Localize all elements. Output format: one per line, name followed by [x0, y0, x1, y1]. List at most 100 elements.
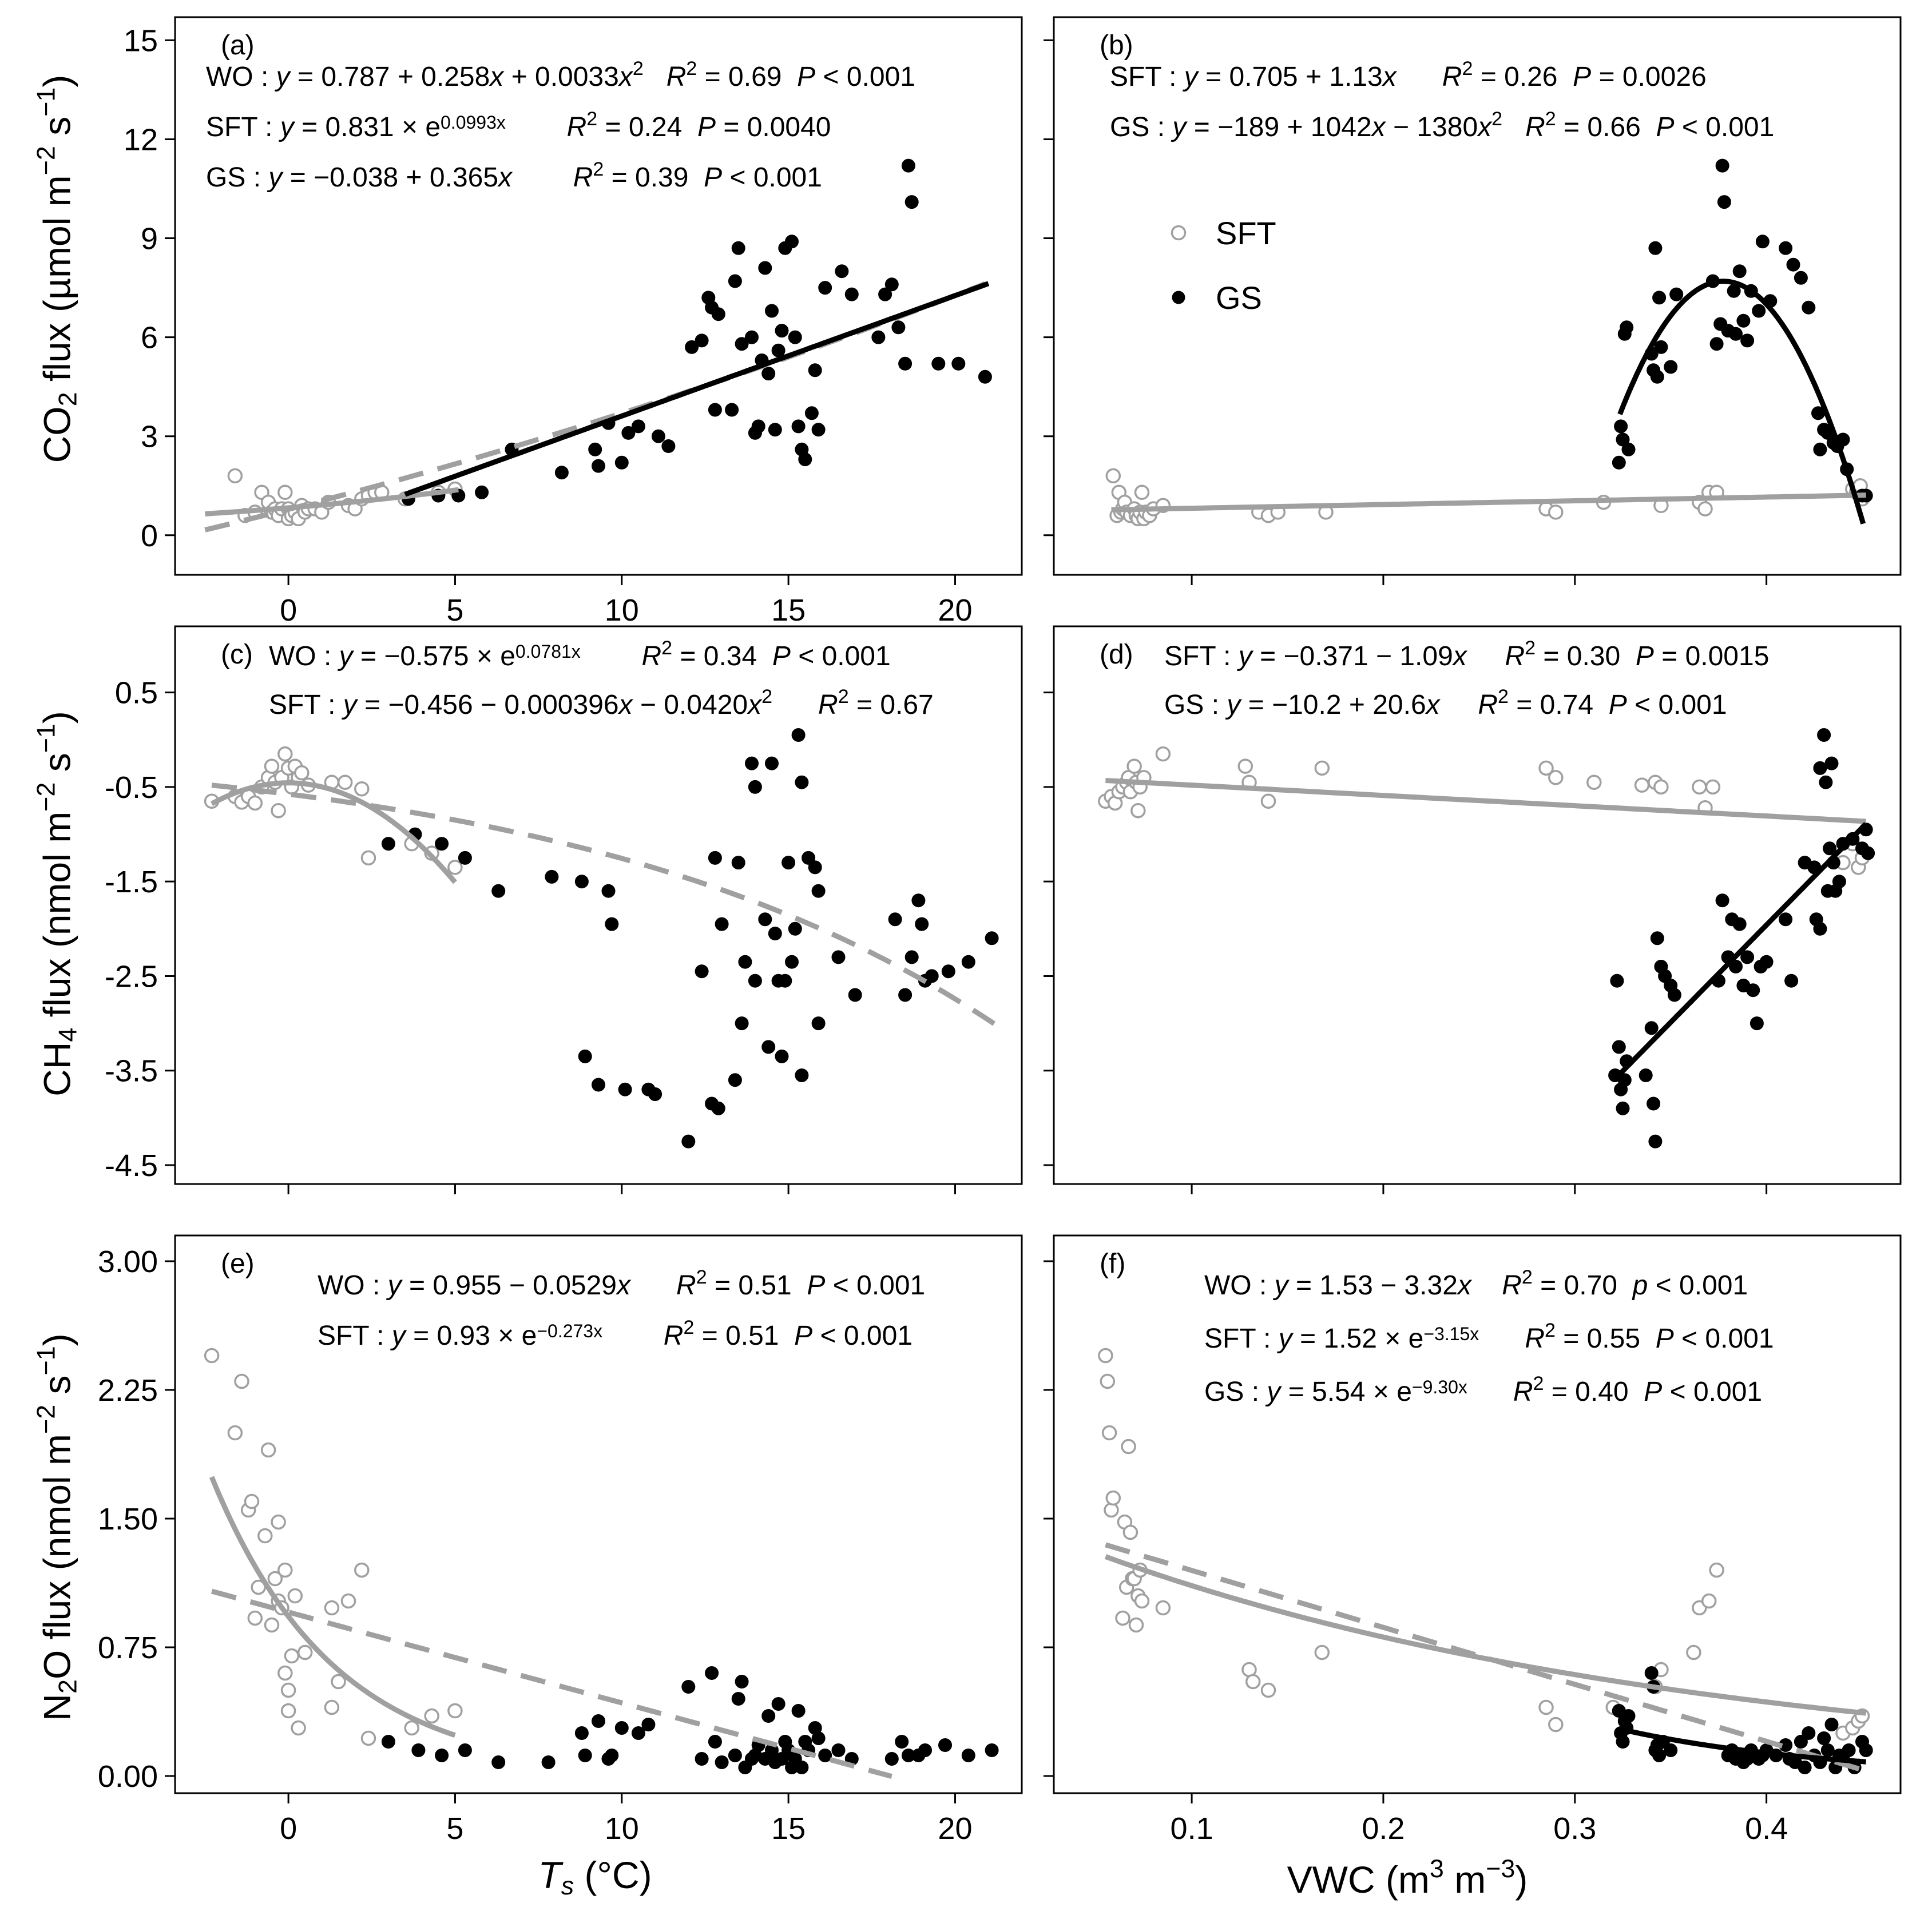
data-point-sft: [267, 1571, 283, 1587]
data-point-gs: [831, 1743, 846, 1757]
data-point-gs: [1802, 300, 1816, 315]
data-point-sft: [1705, 779, 1721, 795]
data-point-gs: [681, 1134, 696, 1149]
data-point-gs: [541, 1755, 556, 1769]
data-point-sft: [257, 1528, 273, 1544]
data-point-gs: [592, 1714, 605, 1728]
data-point-gs: [871, 330, 886, 344]
data-point-gs: [775, 1049, 789, 1063]
data-point-sft: [1697, 501, 1713, 516]
data-point-gs: [618, 1082, 632, 1096]
data-point-gs: [731, 1692, 745, 1706]
data-point-gs: [1639, 1068, 1653, 1082]
fit-line-wo: [1105, 1542, 1867, 1774]
data-point-gs: [961, 1749, 975, 1762]
x-tick-label: 0.2: [1362, 1811, 1405, 1846]
y-tick-label: -4.5: [105, 1149, 158, 1183]
data-point-gs: [745, 756, 759, 770]
y-tick-label: 2.25: [98, 1373, 158, 1408]
equation-sft: SFT : y = 0.93 × e−0.273x R2 = 0.51 P < …: [318, 1317, 913, 1351]
data-point-gs: [891, 320, 906, 335]
legend-marker-sft: [1171, 225, 1187, 241]
x-tick-label: 20: [938, 593, 972, 627]
data-point-sft: [1101, 1425, 1117, 1441]
data-point-gs: [681, 1680, 696, 1694]
data-point-sft: [1701, 1593, 1717, 1609]
fit-line-sft: [205, 487, 459, 516]
data-point-gs: [804, 406, 819, 420]
data-point-gs: [941, 964, 955, 979]
data-point-gs: [761, 367, 776, 381]
data-point-gs: [802, 851, 816, 865]
data-point-gs: [1746, 983, 1760, 998]
data-point-sft: [227, 468, 243, 484]
data-point-gs: [1614, 419, 1628, 434]
data-point-gs: [775, 324, 789, 338]
data-point-sft: [294, 765, 310, 781]
x-tick-label: 0.1: [1171, 1811, 1213, 1846]
data-point-sft: [1134, 484, 1150, 500]
data-point-gs: [1813, 761, 1827, 775]
data-point-gs: [614, 1721, 629, 1735]
data-point-gs: [904, 195, 919, 209]
data-point-gs: [491, 884, 506, 898]
data-point-gs: [961, 955, 975, 969]
y-tick-label: 0.00: [98, 1759, 158, 1794]
equation-sft: SFT : y = 1.52 × e−3.15x R2 = 0.55 P < 0…: [1204, 1320, 1774, 1354]
data-point-gs: [1648, 1134, 1663, 1149]
data-point-gs: [651, 429, 665, 443]
equation-wo: WO : y = −0.575 × e0.0781x R2 = 0.34 P <…: [269, 637, 891, 672]
n2o-flux-axis-title: N2O flux (nmol m−2 s−1): [31, 1333, 82, 1721]
data-point-gs: [545, 869, 559, 884]
data-point-gs: [1736, 313, 1751, 328]
y-tick-label: 12: [124, 122, 158, 157]
y-tick-label: -0.5: [105, 770, 158, 805]
ch4-flux-axis-title: CH4 flux (nmol m−2 s−1): [31, 711, 82, 1096]
data-point-gs: [1652, 291, 1667, 305]
data-point-gs: [578, 1749, 592, 1762]
equation-gs: GS : y = −10.2 + 20.6x R2 = 0.74 P < 0.0…: [1164, 686, 1727, 720]
panel-label: (f): [1100, 1249, 1125, 1279]
data-point-gs: [695, 964, 709, 979]
panel-c: 0.5 -0.5 -1.5 -2.5 -3.5 -4.5 (c) WO : y = −0.57…: [105, 625, 1023, 1194]
data-point-gs: [1616, 1735, 1630, 1749]
data-point-gs: [1620, 320, 1634, 335]
data-point-sft: [1653, 779, 1669, 795]
data-point-sft: [331, 1674, 346, 1690]
data-point-sft: [280, 1703, 296, 1719]
data-point-sft: [1134, 1593, 1150, 1609]
data-point-gs: [1779, 241, 1793, 255]
data-point-gs: [758, 261, 772, 275]
data-point-gs: [1861, 846, 1875, 860]
data-point-sft: [324, 1600, 340, 1616]
panel-label: (b): [1100, 30, 1133, 61]
data-point-gs: [918, 1743, 932, 1757]
data-point-gs: [1820, 1743, 1835, 1757]
data-point-sft: [280, 1682, 296, 1698]
data-point-gs: [1824, 1718, 1839, 1731]
data-point-gs: [1817, 728, 1831, 742]
panel-e: 0.00 0.75 1.50 2.25 3.00 0 5 10 15 20 (e) WO : y = …: [98, 1234, 1023, 1846]
data-point-gs: [592, 1078, 605, 1092]
legend-label-sft: SFT: [1216, 215, 1276, 251]
fit-line-wo: [211, 782, 997, 1027]
data-point-sft: [1121, 1439, 1136, 1455]
data-point-gs: [475, 485, 489, 499]
data-point-sft: [204, 1348, 220, 1364]
data-point-gs: [708, 851, 722, 865]
data-point-gs: [1759, 955, 1774, 969]
data-point-gs: [715, 1755, 729, 1769]
data-point-gs: [1709, 337, 1724, 351]
data-point-sft: [277, 746, 293, 762]
data-point-gs: [711, 1101, 725, 1115]
series-gs: [381, 728, 999, 1149]
series-sft: [204, 1348, 463, 1746]
y-tick-label: 0.75: [98, 1631, 158, 1665]
data-point-sft: [424, 1708, 439, 1724]
data-point-sft: [260, 1442, 276, 1458]
series-gs: [381, 1666, 999, 1774]
data-point-gs: [1644, 1666, 1659, 1680]
data-point-sft: [1155, 746, 1171, 762]
y-tick-label: -3.5: [105, 1054, 158, 1088]
